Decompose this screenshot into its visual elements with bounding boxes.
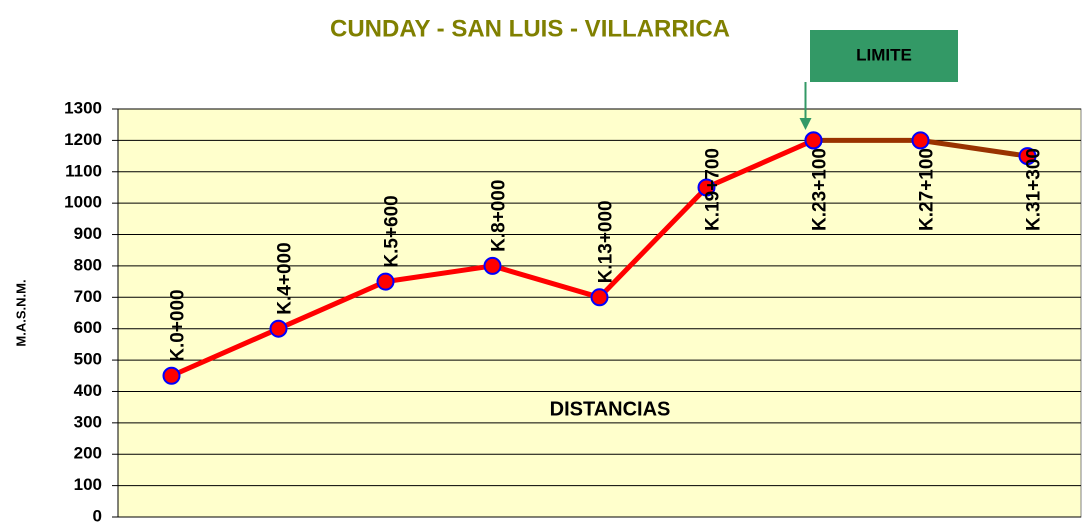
y-tick-label: 1000 (64, 193, 102, 212)
point-marker (590, 288, 609, 307)
category-label: K.0+000 (168, 289, 189, 361)
y-tick-label: 800 (74, 255, 102, 274)
category-label: K.13+000 (596, 200, 617, 283)
category-label: K.4+000 (275, 242, 296, 314)
category-label: K.27+100 (917, 148, 938, 231)
annotation-arrowhead (799, 118, 812, 130)
point-marker (269, 319, 288, 338)
category-label: K.19+700 (703, 148, 724, 231)
point-marker (376, 272, 395, 291)
category-label: K.5+600 (382, 195, 403, 267)
point-marker (911, 131, 930, 150)
point-marker (1018, 147, 1037, 166)
y-tick-label: 900 (74, 224, 102, 243)
y-tick-label: 600 (74, 318, 102, 337)
category-label: K.8+000 (489, 180, 510, 252)
y-tick-label: 100 (74, 475, 102, 494)
y-tick-label: 300 (74, 412, 102, 431)
y-tick-label: 400 (74, 381, 102, 400)
y-tick-label: 700 (74, 287, 102, 306)
y-tick-label: 1200 (64, 130, 102, 149)
y-tick-label: 500 (74, 350, 102, 369)
y-tick-label: 200 (74, 444, 102, 463)
y-tick-label: 0 (93, 506, 102, 524)
point-marker (804, 131, 823, 150)
annotation-label: LIMITE (856, 45, 912, 64)
y-tick-label: 1300 (64, 98, 102, 117)
category-label: K.31+300 (1024, 148, 1045, 231)
y-tick-label: 1100 (65, 161, 102, 180)
point-marker (697, 178, 716, 197)
x-axis-label: DISTANCIAS (550, 398, 671, 420)
point-marker (483, 256, 502, 275)
annotation-box (810, 30, 958, 82)
y-axis-label: M.A.S.N.M. (13, 279, 28, 346)
point-marker (162, 366, 181, 385)
plot-area (117, 108, 1082, 518)
chart-title: CUNDAY - SAN LUIS - VILLARRICA (330, 15, 730, 42)
category-label: K.23+100 (810, 148, 831, 231)
